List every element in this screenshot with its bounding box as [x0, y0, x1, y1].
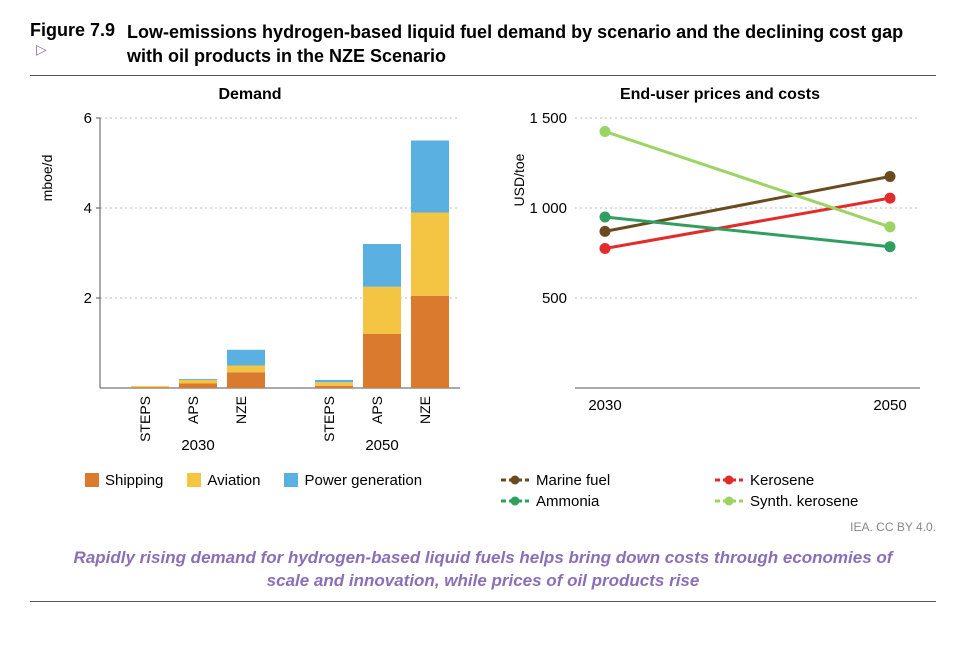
legend-item-kerosene: Kerosene [714, 472, 904, 489]
legend-item-shipping: Shipping [85, 472, 163, 489]
cost-panel: End-user prices and costs 500 1 000 1 500 U… [500, 86, 940, 510]
cost-title: End-user prices and costs [500, 86, 940, 104]
legend-item-aviation: Aviation [187, 472, 260, 489]
svg-text:6: 6 [84, 110, 92, 127]
kerosene-line-icon [714, 473, 744, 487]
demand-panel: Demand 2 4 6 mboe/d STEPS APS NZE 2030 STEPS APS N… [30, 86, 470, 510]
figure-number-text: Figure 7.9 [30, 20, 115, 40]
cost-chart: 500 1 000 1 500 USD/toe 2030 2050 [500, 108, 940, 468]
svg-text:APS: APS [369, 396, 385, 424]
legend-item-marine_fuel: Marine fuel [500, 472, 690, 489]
attribution: IEA. CC BY 4.0. [30, 520, 936, 534]
svg-text:4: 4 [84, 200, 92, 217]
figure-title: Low-emissions hydrogen-based liquid fuel… [127, 20, 936, 69]
legend-label: Kerosene [750, 472, 814, 489]
svg-text:2030: 2030 [181, 437, 214, 454]
svg-text:APS: APS [185, 396, 201, 424]
legend-item-synth_kero: Synth. kerosene [714, 493, 904, 510]
svg-text:STEPS: STEPS [321, 396, 337, 442]
legend-label: Synth. kerosene [750, 493, 858, 510]
svg-text:NZE: NZE [417, 396, 433, 424]
svg-text:2: 2 [84, 290, 92, 307]
caption: Rapidly rising demand for hydrogen-based… [50, 546, 916, 594]
svg-text:1 000: 1 000 [529, 200, 567, 217]
svg-text:mboe/d: mboe/d [39, 154, 55, 201]
legend-label: Power generation [304, 472, 422, 489]
ammonia-line-icon [500, 494, 530, 508]
legend-label: Marine fuel [536, 472, 610, 489]
cost-legend-row: Ammonia Synth. kerosene [500, 493, 940, 510]
svg-text:USD/toe: USD/toe [511, 153, 527, 206]
aviation-swatch-icon [187, 473, 201, 487]
demand-legend: Shipping Aviation Power generation [30, 472, 470, 489]
figure-number: Figure 7.9 ▷ [30, 20, 115, 60]
legend-label: Ammonia [536, 493, 599, 510]
figure-header: Figure 7.9 ▷ Low-emissions hydrogen-base… [30, 20, 936, 76]
shipping-swatch-icon [85, 473, 99, 487]
legend-item-power: Power generation [284, 472, 422, 489]
legend-label: Shipping [105, 472, 163, 489]
triangle-icon: ▷ [36, 41, 47, 57]
svg-text:2030: 2030 [588, 397, 621, 414]
svg-text:1 500: 1 500 [529, 110, 567, 127]
cost-legend: Marine fuel Kerosene Ammonia Synth. kerosen… [500, 472, 940, 510]
bottom-rule [30, 601, 936, 602]
power-swatch-icon [284, 473, 298, 487]
synth_kero-line-icon [714, 494, 744, 508]
demand-title: Demand [30, 86, 470, 104]
svg-text:500: 500 [542, 290, 567, 307]
charts-row: Demand 2 4 6 mboe/d STEPS APS NZE 2030 STEPS APS N… [30, 86, 936, 510]
marine_fuel-line-icon [500, 473, 530, 487]
cost-legend-row: Marine fuel Kerosene [500, 472, 940, 489]
svg-text:STEPS: STEPS [137, 396, 153, 442]
svg-text:2050: 2050 [873, 397, 906, 414]
svg-text:NZE: NZE [233, 396, 249, 424]
svg-text:2050: 2050 [365, 437, 398, 454]
legend-item-ammonia: Ammonia [500, 493, 690, 510]
demand-chart: 2 4 6 mboe/d STEPS APS NZE 2030 STEPS APS NZE 2050 [30, 108, 470, 468]
legend-label: Aviation [207, 472, 260, 489]
